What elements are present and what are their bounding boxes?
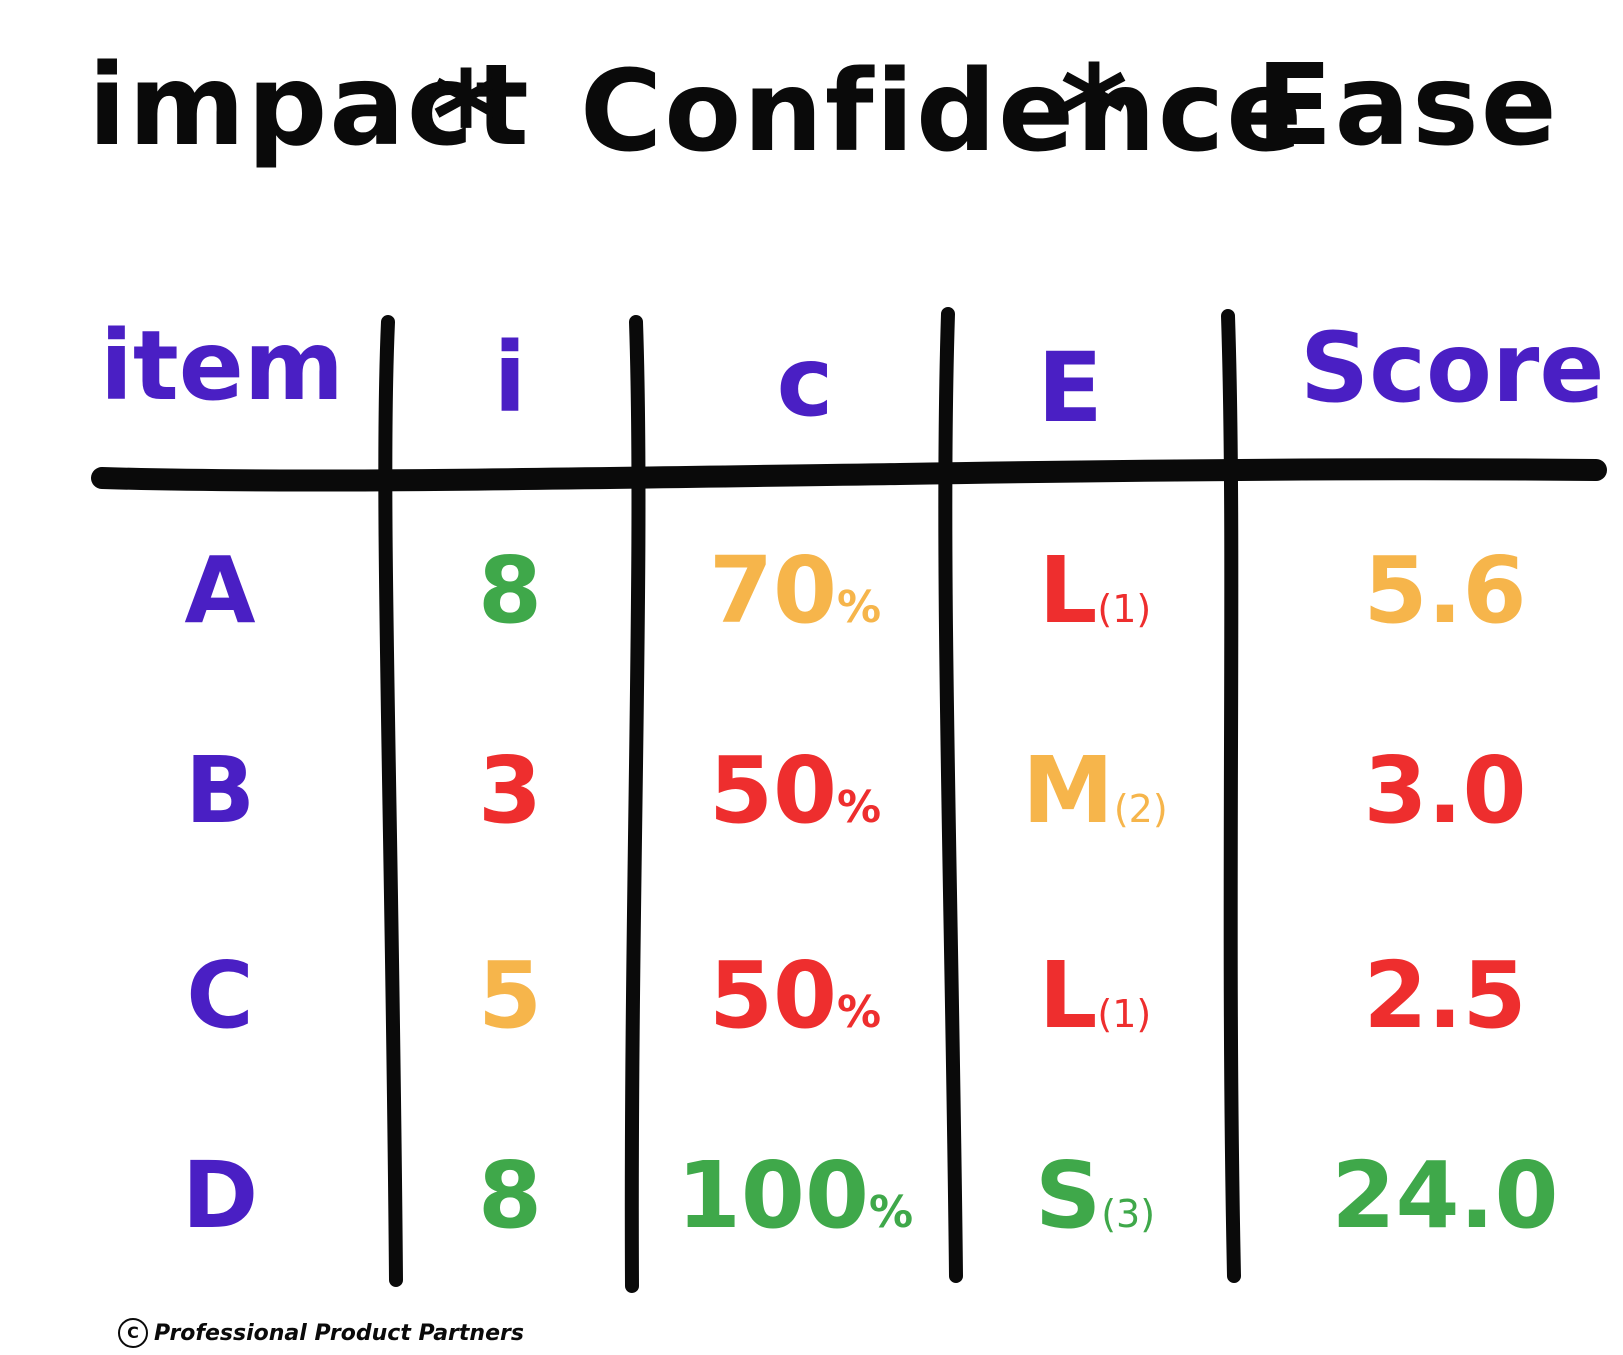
formula-title: impact * Confidence * Ease	[80, 37, 1557, 195]
confidence-value: 70%	[670, 545, 920, 637]
ease-value: L(1)	[1020, 545, 1170, 637]
impact-value: 8	[477, 537, 542, 644]
ease-value: M(2)	[1020, 745, 1170, 837]
score-value: 5.6	[1363, 537, 1527, 644]
ease-size-number: (3)	[1101, 1192, 1156, 1236]
confidence-value: 50%	[670, 950, 920, 1042]
title-impact: impact	[88, 41, 531, 171]
title-multiply-2: *	[1060, 37, 1130, 189]
confidence-number: 50	[708, 942, 837, 1049]
title-ease: Ease	[1256, 41, 1559, 171]
header-item: item	[100, 310, 344, 422]
column-divider-4	[1221, 309, 1241, 1283]
impact-value: 5	[477, 942, 542, 1049]
header-confidence: c	[776, 326, 834, 438]
title-confidence: Confidence	[580, 47, 1305, 177]
row-item-A: A	[184, 537, 256, 644]
row-item-B: B	[184, 737, 256, 844]
header-impact: i	[493, 322, 527, 434]
score-value: 3.0	[1363, 737, 1527, 844]
percent-sign: %	[868, 1187, 914, 1238]
row-item-D: D	[181, 1142, 259, 1249]
column-divider-3	[938, 307, 963, 1283]
ease-size-letter: L	[1038, 537, 1098, 644]
confidence-value: 100%	[670, 1150, 920, 1242]
ease-size-letter: S	[1034, 1142, 1102, 1249]
percent-sign: %	[836, 582, 882, 633]
confidence-number: 100	[676, 1142, 869, 1249]
percent-sign: %	[836, 782, 882, 833]
confidence-number: 50	[708, 737, 837, 844]
ease-size-number: (1)	[1097, 587, 1152, 631]
copyright-footer: C Professional Product Partners	[118, 1318, 524, 1348]
ease-size-letter: L	[1038, 942, 1098, 1049]
ease-size-letter: M	[1022, 737, 1114, 844]
ease-value: S(3)	[1020, 1150, 1170, 1242]
impact-value: 8	[477, 1142, 542, 1249]
score-value: 24.0	[1331, 1142, 1559, 1249]
impact-value: 3	[477, 737, 542, 844]
title-multiply-1: *	[432, 43, 502, 195]
footer-text: Professional Product Partners	[154, 1320, 524, 1346]
percent-sign: %	[836, 987, 882, 1038]
column-divider-2	[624, 315, 646, 1293]
ease-size-number: (2)	[1113, 787, 1168, 831]
header-ease: E	[1037, 332, 1103, 444]
score-value: 2.5	[1363, 942, 1527, 1049]
column-divider-1	[378, 315, 403, 1287]
copyright-icon: C	[118, 1318, 148, 1348]
confidence-number: 70	[708, 537, 837, 644]
header-rule	[91, 458, 1607, 492]
confidence-value: 50%	[670, 745, 920, 837]
header-score: Score	[1300, 312, 1605, 424]
ease-size-number: (1)	[1097, 992, 1152, 1036]
ease-value: L(1)	[1020, 950, 1170, 1042]
row-item-C: C	[186, 942, 254, 1049]
